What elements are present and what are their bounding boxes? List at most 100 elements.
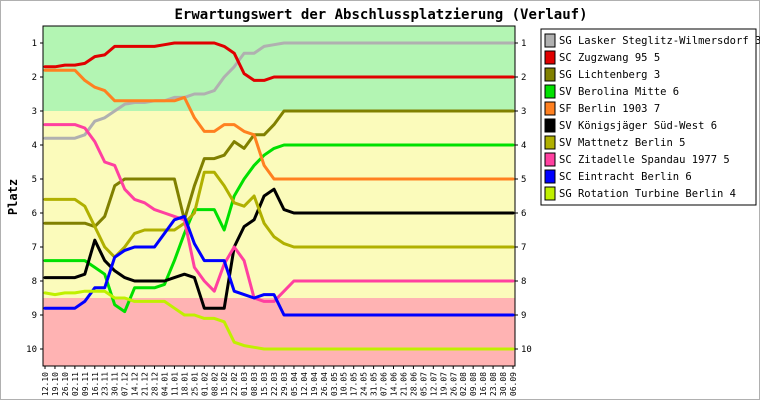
y-tick-label-right: 6	[521, 209, 526, 219]
y-tick-label-left: 2	[32, 73, 37, 83]
y-tick-label-left: 9	[32, 311, 37, 321]
series-lines	[43, 41, 515, 351]
y-tick-label-right: 10	[521, 345, 532, 355]
zone-0	[43, 26, 515, 111]
legend-label: SG Lichtenberg 3	[559, 69, 660, 81]
x-tick-label: 08.02	[210, 372, 219, 396]
x-tick-label: 26.04	[320, 372, 329, 396]
x-tick-label: 23.11	[101, 372, 110, 396]
legend-label: SV Mattnetz Berlin 5	[559, 137, 685, 149]
x-tick-label: 07.12	[121, 372, 130, 396]
x-tick-label: 24.05	[360, 372, 369, 396]
x-tick-label: 16.08	[479, 372, 488, 396]
y-tick-label-right: 2	[521, 73, 526, 83]
legend-swatch	[544, 169, 556, 184]
y-tick-label-right: 5	[521, 175, 526, 185]
x-tick-label: 30.11	[111, 372, 120, 396]
y-axis-label: Platz	[6, 179, 20, 215]
series-line-3	[43, 143, 515, 314]
series-line-6	[43, 170, 515, 259]
x-tick-label: 28.06	[409, 372, 418, 396]
x-tick-label: 15.03	[260, 372, 269, 396]
x-tick-label: 09.11	[81, 372, 90, 396]
series-line-7	[43, 123, 515, 303]
y-tick-label-right: 3	[521, 107, 526, 117]
legend-label: SC Zugzwang 95 5	[559, 52, 660, 64]
y-ticks-right: 1 2 3 4 5 6 7 8 9 10	[515, 39, 532, 355]
x-tick-label: 23.08	[489, 372, 498, 396]
x-tick-label: 02.08	[459, 372, 468, 396]
x-tick-label: 29.03	[280, 372, 289, 396]
y-ticks-left: 1 2 3 4 5 6 7 8 9 10	[26, 39, 43, 355]
x-tick-label: 30.08	[499, 372, 508, 396]
x-tick-label: 19.04	[310, 372, 319, 396]
y-tick-label-left: 5	[32, 175, 37, 185]
x-tick-label: 19.10	[51, 372, 60, 396]
series-line-1	[43, 41, 515, 82]
legend: SG Lasker Steglitz-Wilmersdorf 3 SC Zugzw…	[540, 28, 760, 206]
legend-swatch	[544, 135, 556, 150]
y-tick-label-right: 7	[521, 243, 526, 253]
y-tick-label-left: 1	[32, 39, 37, 49]
x-tick-label: 25.01	[190, 372, 199, 396]
legend-swatch	[544, 186, 556, 201]
x-tick-label: 05.07	[419, 372, 428, 396]
x-tick-label: 11.01	[170, 372, 179, 396]
x-tick-label: 07.06	[380, 372, 389, 396]
y-tick-label-left: 6	[32, 209, 37, 219]
zone-1	[43, 111, 515, 298]
x-tick-label: 02.11	[71, 372, 80, 396]
legend-label: SV Königsjäger Süd-West 6	[559, 120, 717, 132]
x-tick-label: 17.05	[350, 372, 359, 396]
x-tick-label: 01.02	[200, 372, 209, 396]
legend-swatch	[544, 33, 556, 48]
y-tick-label-right: 4	[521, 141, 526, 151]
placement-zones	[43, 26, 515, 366]
x-tick-label: 05.04	[290, 372, 299, 396]
legend-label: SF Berlin 1903 7	[559, 103, 660, 115]
series-line-8	[43, 214, 515, 317]
x-tick-label: 18.01	[180, 372, 189, 396]
y-tick-label-left: 3	[32, 107, 37, 117]
x-tick-label: 08.03	[250, 372, 259, 396]
legend-label: SG Lasker Steglitz-Wilmersdorf 3	[559, 35, 760, 47]
x-tick-label: 21.12	[141, 372, 150, 396]
y-tick-label-right: 1	[521, 39, 526, 49]
x-tick-label: 12.10	[41, 372, 50, 396]
series-line-5	[43, 187, 515, 310]
x-tick-label: 12.07	[429, 372, 438, 396]
series-line-0	[43, 41, 515, 140]
x-tick-label: 04.01	[161, 372, 170, 396]
legend-label: SC Eintracht Berlin 6	[559, 171, 692, 183]
series-line-9	[43, 289, 515, 351]
y-tick-label-left: 4	[32, 141, 37, 151]
series-line-2	[43, 109, 515, 229]
legend-box	[540, 28, 757, 206]
series-line-4	[43, 68, 515, 181]
x-tick-label: 26.10	[61, 372, 70, 396]
y-tick-label-right: 9	[521, 311, 526, 321]
legend-label: SG Rotation Turbine Berlin 4	[559, 188, 736, 200]
y-tick-label-left: 8	[32, 277, 37, 287]
y-tick-label-left: 7	[32, 243, 37, 253]
legend-label: SV Berolina Mitte 6	[559, 86, 679, 98]
legend-swatch	[544, 101, 556, 116]
legend-label: SC Zitadelle Spandau 1977 5	[559, 154, 730, 166]
x-tick-label: 19.07	[439, 372, 448, 396]
x-tick-label: 16.11	[91, 372, 100, 396]
x-tick-label: 10.05	[340, 372, 349, 396]
x-tick-label: 14.06	[390, 372, 399, 396]
chart-title: Erwartungswert der Abschlussplatzierung …	[174, 7, 587, 23]
legend-swatch	[544, 152, 556, 167]
legend-swatch	[544, 118, 556, 133]
x-tick-label: 15.02	[220, 372, 229, 396]
x-tick-label: 14.12	[131, 372, 140, 396]
x-tick-label: 03.05	[330, 372, 339, 396]
legend-swatch	[544, 50, 556, 65]
x-tick-label: 06.09	[509, 372, 518, 396]
x-tick-label: 12.04	[300, 372, 309, 396]
legend-swatch	[544, 67, 556, 82]
x-ticks: 12.10 19.10 26.10 02.11 09.11 16.11 23.11 30.11…	[41, 366, 518, 396]
